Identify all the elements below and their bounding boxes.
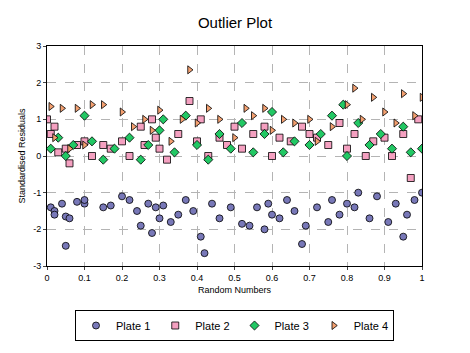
svg-text:0.4: 0.4	[191, 273, 204, 283]
svg-text:-1: -1	[33, 188, 41, 198]
svg-text:0.6: 0.6	[266, 273, 279, 283]
svg-text:1: 1	[36, 114, 41, 124]
svg-text:0: 0	[44, 273, 49, 283]
svg-text:0: 0	[36, 151, 41, 161]
svg-text:-3: -3	[33, 261, 41, 271]
svg-text:0.7: 0.7	[303, 273, 316, 283]
svg-text:-2: -2	[33, 224, 41, 234]
svg-text:Random Numbers: Random Numbers	[198, 285, 272, 295]
svg-text:0.5: 0.5	[228, 273, 241, 283]
svg-text:1: 1	[419, 273, 424, 283]
svg-text:0.3: 0.3	[153, 273, 166, 283]
svg-text:Plate 4: Plate 4	[354, 320, 388, 332]
svg-text:0.9: 0.9	[378, 273, 391, 283]
svg-text:Outlier Plot: Outlier Plot	[198, 14, 273, 31]
svg-text:Plate 1: Plate 1	[116, 320, 150, 332]
svg-text:0.8: 0.8	[341, 273, 354, 283]
svg-text:Standardised Residuals: Standardised Residuals	[17, 108, 27, 204]
svg-text:Plate 3: Plate 3	[275, 320, 309, 332]
svg-text:2: 2	[36, 78, 41, 88]
svg-text:Plate 2: Plate 2	[195, 320, 229, 332]
svg-text:3: 3	[36, 41, 41, 51]
svg-text:0.2: 0.2	[116, 273, 129, 283]
svg-text:0.1: 0.1	[78, 273, 91, 283]
